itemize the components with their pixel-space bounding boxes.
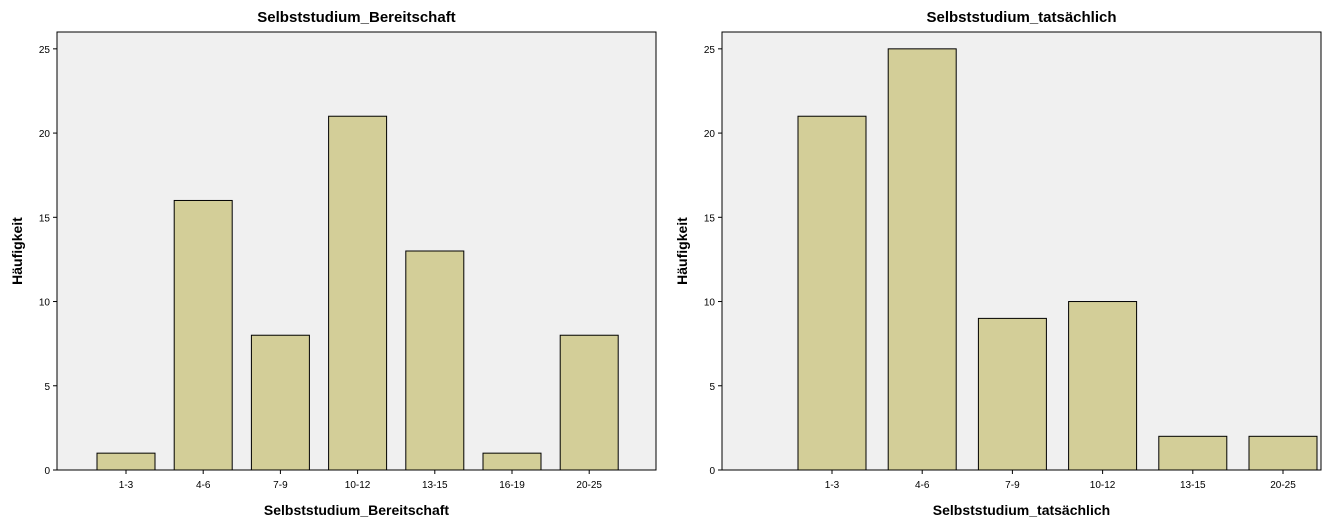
bar-20-25 <box>559 334 619 471</box>
y-tick-label: 25 <box>704 45 716 56</box>
y-tick-label: 10 <box>39 298 51 309</box>
y-tick-label: 20 <box>39 129 51 140</box>
y-tick-label: 15 <box>704 213 716 224</box>
x-tick-label: 16-19 <box>499 480 525 491</box>
x-tick-label: 4-6 <box>915 480 930 491</box>
x-tick-label: 7-9 <box>273 480 288 491</box>
y-axis-title: Häufigkeit <box>9 217 25 285</box>
x-axis-title: Selbststudium_Bereitschaft <box>264 502 449 518</box>
chart-title: Selbststudium_Bereitschaft <box>257 9 455 26</box>
x-tick-label: 10-12 <box>345 480 371 491</box>
bar-7-9 <box>977 317 1047 471</box>
y-tick-label: 0 <box>44 466 50 477</box>
bar-20-25 <box>1248 435 1318 471</box>
bar-1-3 <box>797 115 867 471</box>
bar-13-15 <box>405 250 465 471</box>
bar-10-12 <box>328 115 388 471</box>
x-tick-label: 20-25 <box>1270 480 1296 491</box>
bar-1-3 <box>96 452 156 471</box>
x-tick-label: 4-6 <box>196 480 211 491</box>
bar-16-19 <box>482 452 542 471</box>
chart-1: Selbststudium_Bereitschaft 0 5 10 15 20 25 1-3 4… <box>9 9 657 518</box>
bar-13-15 <box>1158 435 1228 471</box>
bar-4-6 <box>173 199 233 471</box>
x-tick-label: 20-25 <box>576 480 602 491</box>
bar-7-9 <box>250 334 310 471</box>
y-tick-label: 25 <box>39 45 51 56</box>
y-tick-label: 20 <box>704 129 716 140</box>
bar-4-6 <box>887 48 957 471</box>
x-tick-label: 1-3 <box>825 480 840 491</box>
x-tick-label: 1-3 <box>119 480 134 491</box>
chart-2: Selbststudium_tatsächlich 0 5 10 15 20 25 1-3 4-… <box>674 9 1322 518</box>
chart-title: Selbststudium_tatsächlich <box>926 9 1116 26</box>
x-tick-label: 13-15 <box>1180 480 1206 491</box>
y-tick-label: 5 <box>44 382 50 393</box>
y-tick-label: 0 <box>709 466 715 477</box>
y-tick-label: 5 <box>709 382 715 393</box>
bar-10-12 <box>1068 301 1138 471</box>
x-tick-label: 10-12 <box>1090 480 1116 491</box>
y-tick-label: 10 <box>704 298 716 309</box>
y-axis-title: Häufigkeit <box>674 217 690 285</box>
x-tick-label: 13-15 <box>422 480 448 491</box>
x-axis-title: Selbststudium_tatsächlich <box>933 502 1110 518</box>
y-tick-label: 15 <box>39 213 51 224</box>
x-tick-label: 7-9 <box>1005 480 1020 491</box>
